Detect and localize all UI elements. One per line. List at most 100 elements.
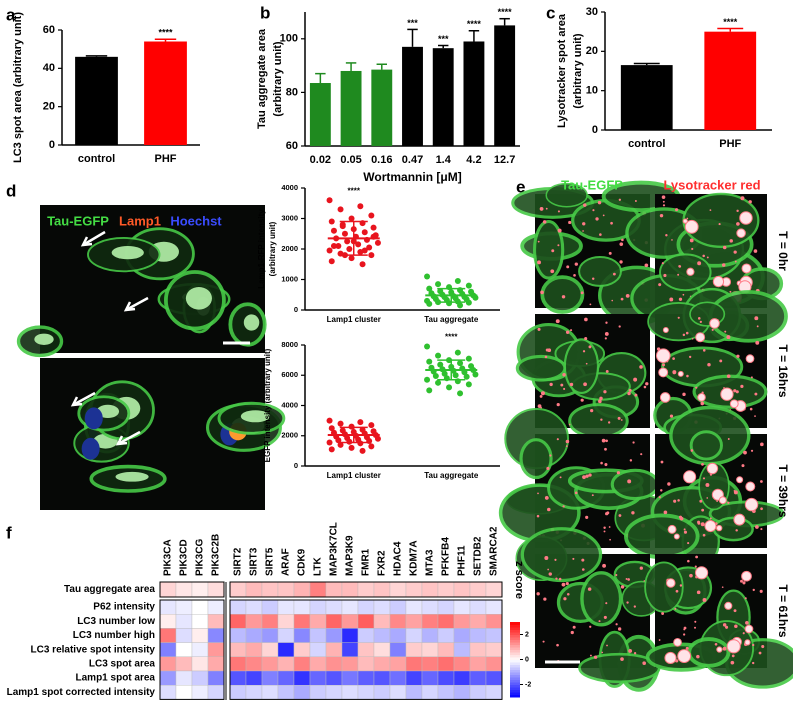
lysosome [605,602,608,605]
data-point [330,242,337,249]
heatmap-cell [341,670,359,686]
lysosome [658,639,661,641]
lysosome [595,217,599,221]
lysosome-cluster [682,218,688,224]
lysosome [566,265,570,269]
data-point [374,435,381,442]
heatmap-cell [485,599,503,615]
bar [75,56,118,146]
heatmap-cell [229,685,247,700]
heatmap-cell [245,656,263,672]
cell [689,430,723,461]
row-label: LC3 spot area [89,659,156,670]
data-point [457,360,464,367]
heatmap-cell [229,581,247,598]
data-point [426,300,433,307]
heatmap-cell [261,656,279,672]
lysosome [583,203,587,207]
x-tick-label: 4.2 [466,154,481,166]
lysosome [539,207,544,211]
lysosome [634,393,638,397]
channel-label: Tau-EGFP [561,177,623,192]
heatmap-cell [357,685,375,700]
lysosome [755,525,759,529]
data-point [337,206,344,213]
lysosome [731,661,735,665]
lysosome [584,337,588,341]
lysosome [604,337,607,340]
lysosome [639,365,643,369]
lysosome [740,579,743,583]
colorbar-segment [510,669,520,673]
lysosome [620,297,624,301]
heatmap-cell [341,599,359,615]
heatmap-cell [405,670,423,686]
lysosome [756,325,759,328]
lysosome [683,633,686,636]
lysosome [660,489,663,492]
lysosome [580,398,584,402]
heatmap-cell [261,599,279,615]
data-point [437,361,444,368]
x-tick-label: Tau aggregate [424,315,479,324]
heatmap-cell [357,670,375,686]
heatmap-cell [277,581,295,598]
cell [644,561,684,613]
significance: **** [467,19,482,29]
heatmap-cell [357,656,375,672]
heatmap-cell [261,614,279,629]
lysosome [760,442,764,447]
panel-label: b [260,3,270,22]
data-point [330,227,337,234]
lysosome [700,401,705,406]
lysosome [603,615,607,619]
lysosome [593,655,598,659]
lysosome [721,586,724,588]
lysosome [620,657,624,661]
lysosome [760,480,763,483]
lysosome [540,391,545,396]
lysosome [547,568,549,571]
arrow-shaft [125,296,149,312]
heatmap-cell [373,614,391,629]
y-tick-label: 2000 [281,244,298,253]
lysosome-cluster [712,275,725,288]
column-label: PIK3CG [195,539,206,576]
lysosome [592,209,595,212]
colorbar-segment [510,694,520,698]
colorbar-segment [510,687,520,690]
lysosome [581,558,585,562]
cell [563,338,600,395]
lysosome-cluster [709,318,720,329]
data-point [341,230,348,237]
lysosome [547,507,551,512]
data-point [426,387,433,394]
y-tick-label: 100 [280,33,298,45]
heatmap-cell [485,628,503,643]
lysosome [583,382,587,387]
lysosome [643,385,647,389]
lysosome [727,438,730,440]
column-label: MAP3K7CL [329,522,340,576]
heatmap-cell [341,581,359,598]
lysosome [701,508,705,512]
lysosome [565,445,568,448]
lysosome [691,247,694,251]
lysosome [678,297,683,301]
row-label: LC3 number low [77,616,155,627]
lysosome [628,649,633,653]
lysosome [612,272,616,276]
lysosome [709,209,712,212]
heatmap-cell [357,581,375,598]
lysosome [740,384,744,388]
heatmap-cell [159,642,177,657]
heatmap-cell [175,685,193,700]
lysosome [582,350,586,353]
bar [494,25,516,146]
heatmap-cell [325,642,343,657]
heatmap-cell [261,581,279,598]
lysosome [686,374,689,378]
x-tick-label: 1.4 [436,154,452,166]
heatmap-cell [277,628,295,643]
